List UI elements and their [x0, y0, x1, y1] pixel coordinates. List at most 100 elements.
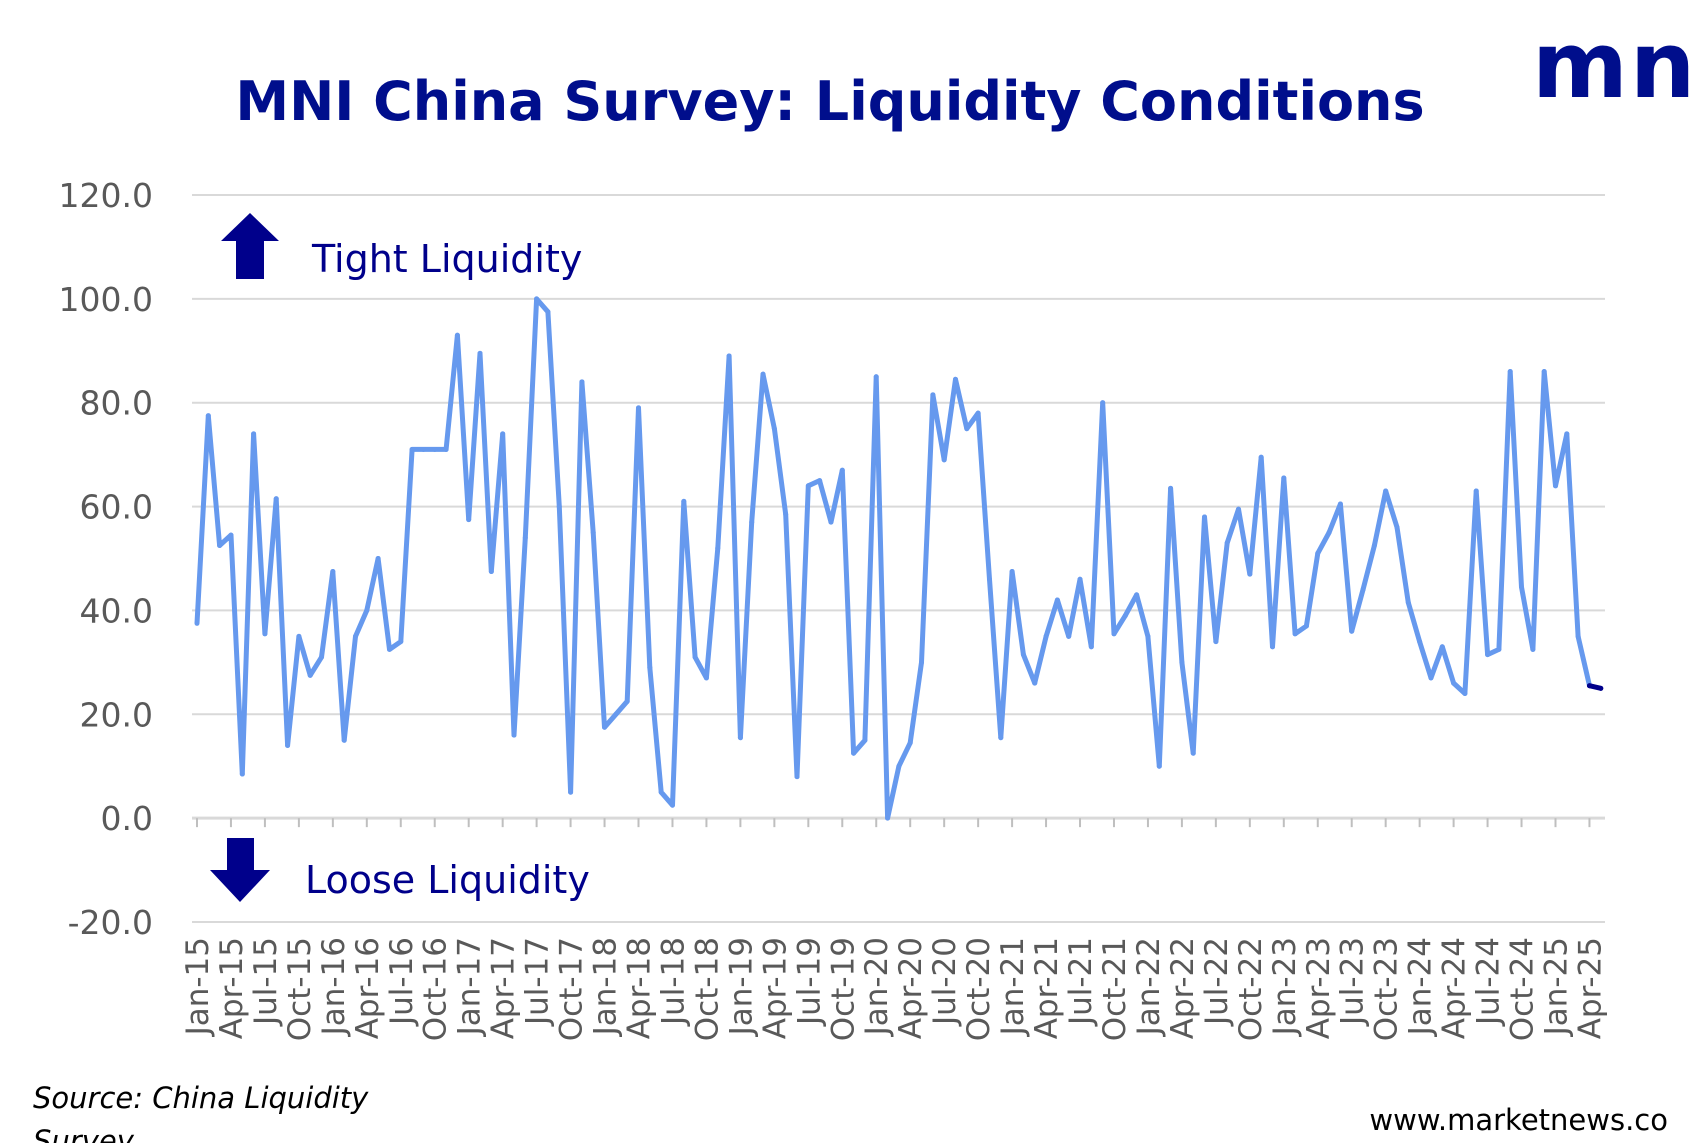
data-point	[805, 483, 811, 489]
data-point	[307, 672, 313, 678]
loose-liquidity-label: Loose Liquidity	[305, 858, 590, 902]
data-point	[432, 446, 438, 452]
data-point	[1598, 685, 1604, 691]
series-line	[194, 296, 1592, 821]
x-tick-label: Jan-24	[1403, 937, 1439, 1037]
data-point	[873, 374, 879, 380]
x-tick-label: Jul-17	[520, 937, 556, 1027]
data-point	[296, 633, 302, 639]
data-point	[1043, 633, 1049, 639]
data-point	[1134, 592, 1140, 598]
data-point	[1462, 691, 1468, 697]
gridlines	[192, 194, 1605, 923]
data-point	[760, 371, 766, 377]
data-point	[692, 654, 698, 660]
x-tick-label: Jan-15	[180, 937, 216, 1037]
x-tick-label: Jan-18	[588, 937, 624, 1037]
data-point	[1519, 584, 1525, 590]
data-point	[828, 519, 834, 525]
data-point	[420, 446, 426, 452]
data-point	[1168, 485, 1174, 491]
data-point	[556, 504, 562, 510]
chart-title: MNI China Survey: Liquidity Conditions	[235, 70, 1424, 133]
x-tick-label: Jan-21	[995, 937, 1031, 1037]
data-point	[794, 774, 800, 780]
data-point	[330, 568, 336, 574]
data-point	[1020, 652, 1026, 658]
data-point	[251, 431, 257, 437]
data-point	[1236, 506, 1242, 512]
data-point	[1541, 369, 1547, 375]
data-point	[636, 405, 642, 411]
data-point	[1269, 644, 1275, 650]
x-tick-label: Jan-16	[316, 937, 352, 1037]
data-point	[1439, 644, 1445, 650]
data-point	[952, 376, 958, 382]
data-point	[239, 771, 245, 777]
data-point	[1122, 613, 1128, 619]
x-tick-label: Jul-24	[1471, 937, 1507, 1027]
tight-liquidity-label: Tight Liquidity	[311, 237, 582, 281]
x-tick-label: Apr-22	[1165, 937, 1201, 1039]
data-point	[217, 543, 223, 549]
data-point	[1100, 400, 1106, 406]
data-point	[1530, 646, 1536, 652]
data-point	[1383, 488, 1389, 494]
data-point	[1066, 633, 1072, 639]
data-point	[964, 426, 970, 432]
data-point	[1485, 652, 1491, 658]
data-point	[545, 309, 551, 315]
data-point	[194, 620, 200, 626]
data-point	[885, 815, 891, 821]
data-point	[1303, 623, 1309, 629]
x-tick-label: Oct-19	[825, 937, 861, 1041]
x-tick-label: Apr-23	[1301, 937, 1337, 1039]
x-tick-label: Jan-22	[1131, 937, 1167, 1037]
data-point	[1088, 644, 1094, 650]
x-tick-label: Jan-19	[723, 937, 759, 1037]
y-tick-label: 120.0	[59, 176, 153, 215]
data-point	[1292, 631, 1298, 637]
data-point	[715, 545, 721, 551]
data-point	[534, 296, 540, 302]
data-point	[590, 530, 596, 536]
data-point	[386, 646, 392, 652]
data-point	[681, 498, 687, 504]
arrow-up-icon	[221, 213, 279, 279]
data-point	[1054, 597, 1060, 603]
x-axis: Jan-15Apr-15Jul-15Oct-15Jan-16Apr-16Jul-…	[180, 818, 1608, 1041]
x-tick-label: Apr-20	[893, 937, 929, 1039]
data-point	[454, 332, 460, 338]
data-point	[851, 750, 857, 756]
data-point	[624, 698, 630, 704]
data-point	[1202, 514, 1208, 520]
data-point	[1190, 750, 1196, 756]
data-point	[398, 639, 404, 645]
x-tick-label: Oct-24	[1505, 937, 1541, 1041]
data-point	[1315, 550, 1321, 556]
data-point	[771, 426, 777, 432]
x-tick-label: Apr-18	[622, 937, 658, 1039]
y-tick-label: 80.0	[80, 384, 153, 423]
data-point	[1009, 568, 1015, 574]
data-point	[409, 446, 415, 452]
data-point	[500, 431, 506, 437]
x-tick-label: Oct-17	[554, 937, 590, 1041]
data-point	[1405, 600, 1411, 606]
data-point	[285, 742, 291, 748]
data-point	[1337, 501, 1343, 507]
data-point	[669, 802, 675, 808]
x-tick-label: Oct-20	[961, 937, 997, 1041]
data-point	[975, 410, 981, 416]
data-point	[488, 568, 494, 574]
data-point	[726, 353, 732, 359]
data-point	[466, 517, 472, 523]
x-tick-label: Oct-22	[1233, 937, 1269, 1041]
data-point	[998, 735, 1004, 741]
data-point	[443, 446, 449, 452]
data-point	[1258, 454, 1264, 460]
y-tick-label: 0.0	[101, 799, 153, 838]
loose-liquidity-annotation: Loose Liquidity	[210, 838, 590, 902]
data-point	[1371, 543, 1377, 549]
data-point	[1586, 683, 1592, 689]
